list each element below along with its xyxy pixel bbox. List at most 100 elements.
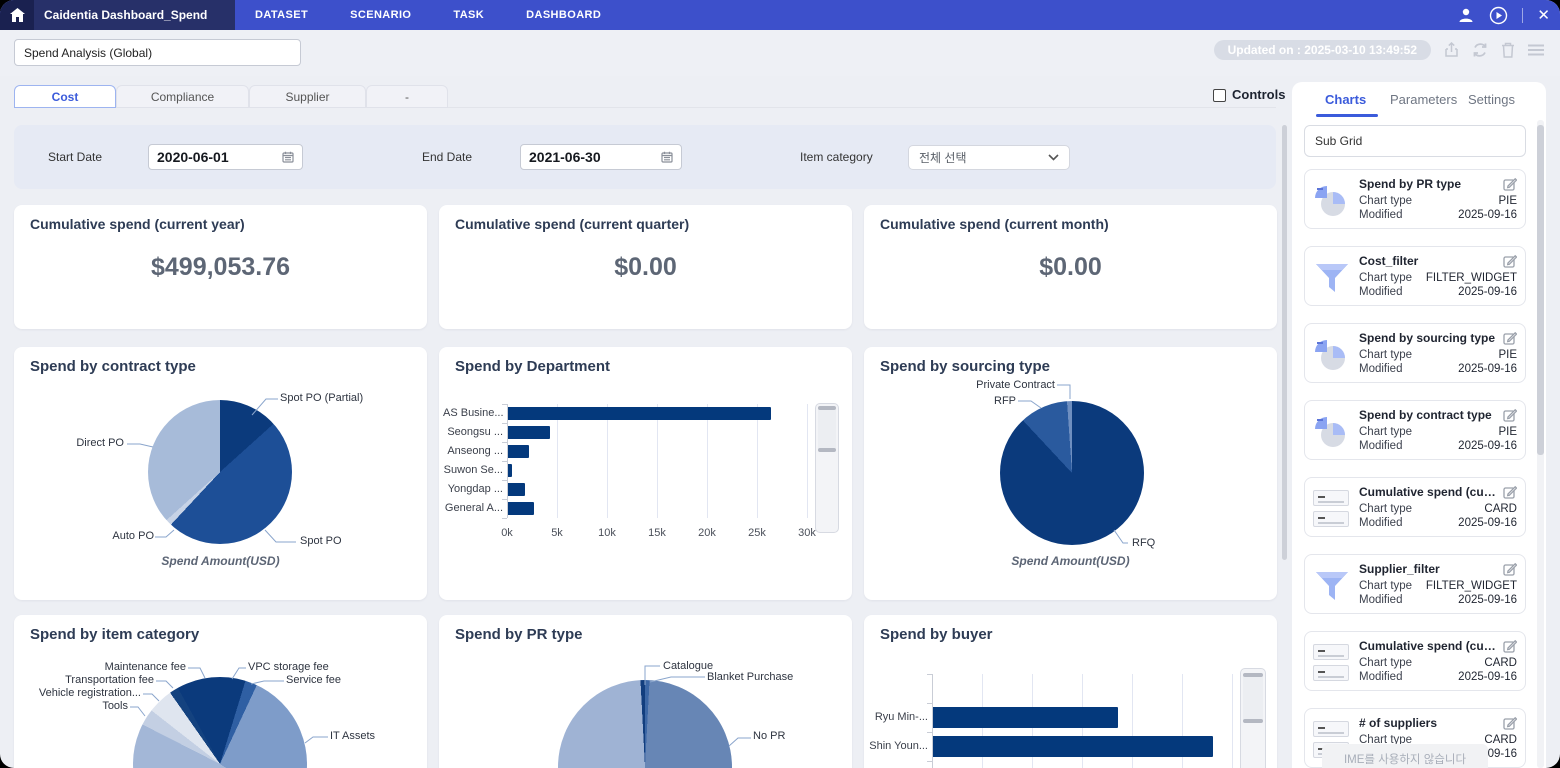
delete-icon[interactable] (1501, 42, 1515, 58)
edit-icon[interactable] (1503, 485, 1517, 499)
controls-label: Controls (1232, 87, 1286, 102)
sub-grid-box[interactable]: Sub Grid (1304, 125, 1526, 157)
home-icon (9, 8, 25, 22)
filter-icon (1316, 264, 1348, 292)
x-tick: 20k (698, 527, 716, 539)
tab-cost[interactable]: Cost (14, 85, 116, 108)
pie-label: Tools (102, 700, 128, 712)
controls-checkbox[interactable] (1213, 89, 1226, 102)
bar-yongdap[interactable] (508, 483, 525, 496)
kpi-card-year: Cumulative spend (current year) $499,053… (14, 205, 427, 329)
y-axis-line (932, 674, 933, 768)
pie-label: RFQ (1132, 537, 1156, 549)
chart-title: Spend by contract type (30, 358, 196, 375)
kpi-value: $499,053.76 (150, 253, 291, 281)
tab-charts[interactable]: Charts (1325, 92, 1367, 107)
bar-category: Seongsu ... (447, 426, 503, 438)
menu-task[interactable]: TASK (453, 9, 485, 21)
user-icon[interactable] (1457, 6, 1475, 24)
datazoom-slider[interactable] (815, 403, 839, 533)
pie-label: Auto PO (112, 530, 154, 542)
pie-chart-contract-type[interactable] (148, 400, 292, 544)
kpi-value: $0.00 (1039, 253, 1102, 281)
chart-list-item[interactable]: Supplier_filter Chart type FILTER_WIDGET … (1304, 554, 1526, 614)
chart-list-item[interactable]: Cumulative spend (current ... Chart type… (1304, 631, 1526, 691)
edit-icon[interactable] (1503, 254, 1517, 268)
pie-chart-sourcing-type[interactable] (1000, 401, 1144, 545)
pie-label: Transportation fee (65, 674, 154, 686)
export-icon[interactable] (1444, 42, 1459, 58)
tab-dash[interactable]: - (366, 85, 448, 108)
pie-label: Spot PO (300, 535, 342, 547)
kpi-title: Cumulative spend (current quarter) (455, 216, 690, 232)
chart-list-item[interactable]: Cost_filter Chart type FILTER_WIDGET Modi… (1304, 246, 1526, 306)
bar-seongsu[interactable] (508, 426, 550, 439)
dashboard-name-input[interactable]: Spend Analysis (Global) (14, 39, 301, 66)
kpi-title: Cumulative spend (current month) (880, 216, 1109, 232)
sidebar-scrollbar-track[interactable] (1537, 120, 1544, 768)
datazoom-slider[interactable] (1240, 668, 1266, 768)
x-tick: 30k (798, 527, 816, 539)
datazoom-thumb[interactable] (818, 406, 836, 452)
tab-parameters[interactable]: Parameters (1390, 92, 1458, 107)
item-category-select[interactable]: 전체 선택 (908, 145, 1070, 170)
nav-divider (1522, 7, 1524, 23)
pie-icon (1315, 340, 1345, 370)
chart-list-item[interactable]: Cumulative spend (current ... Chart type… (1304, 477, 1526, 537)
chart-list-item[interactable]: Spend by sourcing type Chart type PIE Mod… (1304, 323, 1526, 383)
edit-icon[interactable] (1503, 331, 1517, 345)
pie-label: IT Assets (330, 730, 376, 742)
play-icon[interactable] (1489, 6, 1508, 25)
menu-dataset[interactable]: DATASET (255, 9, 309, 21)
bar-as-business[interactable] (508, 407, 771, 420)
sidebar-scrollbar-thumb[interactable] (1537, 125, 1544, 455)
close-button[interactable]: ✕ (1537, 6, 1550, 24)
tab-supplier[interactable]: Supplier (249, 85, 366, 108)
tab-compliance[interactable]: Compliance (116, 85, 249, 108)
bar-category: Suwon Se... (443, 464, 503, 476)
datazoom-thumb[interactable] (1243, 673, 1263, 723)
home-button[interactable] (0, 0, 34, 30)
tab-settings[interactable]: Settings (1468, 92, 1515, 107)
bar-category: Ryu Min-... (874, 711, 928, 723)
bar-ryu-min[interactable] (933, 707, 1118, 728)
refresh-icon[interactable] (1472, 42, 1488, 58)
pie-label: Service fee (286, 674, 342, 686)
menu-icon[interactable] (1528, 44, 1544, 56)
pie-chart-item-category[interactable] (133, 677, 307, 768)
bar-suwon[interactable] (508, 464, 512, 477)
chart-title: Spend by sourcing type (880, 358, 1051, 375)
edit-icon[interactable] (1503, 177, 1517, 191)
bar-category: Shin Youn... (869, 740, 928, 752)
bar-general[interactable] (508, 502, 534, 515)
y-axis-line (507, 404, 508, 518)
chart-title: Spend by buyer (880, 626, 993, 643)
filter-panel: Start Date 2020-06-01 End Date 2021-06-3… (14, 125, 1276, 189)
start-date-label: Start Date (48, 150, 103, 164)
x-tick: 10k (598, 527, 616, 539)
pie-icon (1315, 186, 1345, 216)
bar-anseong[interactable] (508, 445, 529, 458)
chevron-down-icon (1048, 154, 1059, 161)
pie-label: Maintenance fee (104, 661, 186, 673)
menu-dashboard[interactable]: DASHBOARD (526, 9, 602, 21)
pie-label: Catalogue (663, 660, 714, 672)
menu-scenario[interactable]: SCENARIO (350, 9, 412, 21)
chart-list-item[interactable]: Spend by PR type Chart type PIE Modified 2… (1304, 169, 1526, 229)
main-scrollbar[interactable] (1282, 125, 1287, 560)
x-tick: 15k (648, 527, 666, 539)
chart-card-contract-type: Spend by contract type Spot PO (Partial)… (14, 347, 427, 600)
bar-category: Yongdap ... (447, 483, 503, 495)
chart-list-item[interactable]: Spend by contract type Chart type PIE Mod… (1304, 400, 1526, 460)
kpi-value: $0.00 (614, 253, 677, 281)
kpi-title: Cumulative spend (current year) (30, 216, 245, 232)
edit-icon[interactable] (1503, 408, 1517, 422)
ime-toast: IME를 사용하지 않습니다 (1322, 744, 1488, 768)
edit-icon[interactable] (1503, 716, 1517, 730)
pie-chart-pr-type[interactable] (558, 680, 732, 768)
end-date-input[interactable]: 2021-06-30 (520, 144, 682, 170)
edit-icon[interactable] (1503, 562, 1517, 576)
start-date-input[interactable]: 2020-06-01 (148, 144, 303, 170)
edit-icon[interactable] (1503, 639, 1517, 653)
bar-shin-youn[interactable] (933, 736, 1213, 757)
